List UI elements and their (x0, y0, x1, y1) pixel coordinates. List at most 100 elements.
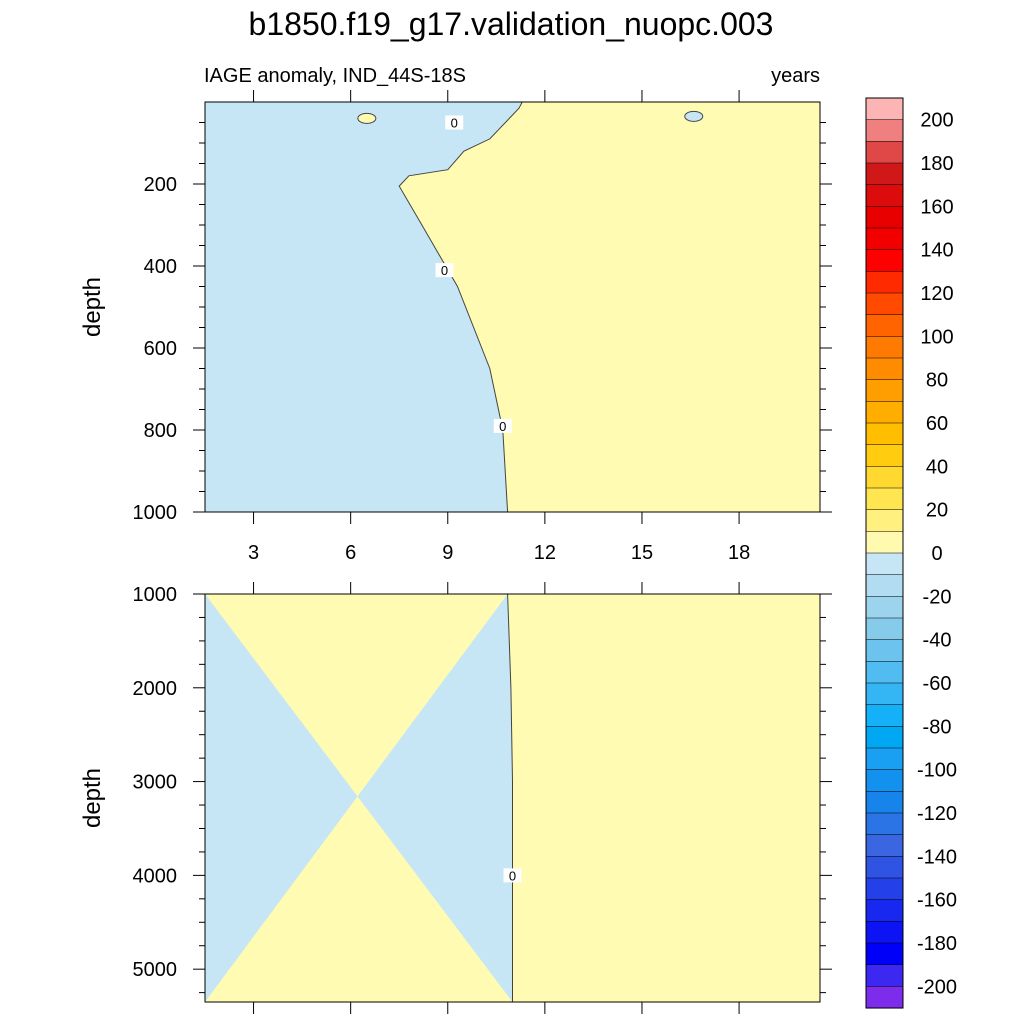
y-tick-label: 200 (144, 174, 177, 196)
colorbar-swatch (865, 769, 904, 792)
colorbar-label: -120 (917, 803, 957, 825)
colorbar-label: -100 (917, 760, 957, 782)
colorbar-swatch (865, 812, 904, 836)
panel-1: 0 0 0 200 400 600 800 1000 depth (79, 90, 832, 524)
y-axis-label: depth (79, 768, 106, 828)
colorbar-label: 40 (926, 456, 948, 478)
colorbar-swatch (865, 227, 904, 251)
colorbar-swatch (865, 617, 904, 641)
colorbar-swatch (865, 531, 904, 554)
colorbar-label: 120 (920, 283, 953, 305)
colorbar-label: 20 (926, 500, 948, 522)
x-tick-label: 18 (728, 542, 750, 564)
contour-island (684, 110, 704, 122)
colorbar-swatch (865, 249, 904, 272)
colorbar-swatch (865, 162, 904, 186)
zero-contour-line (507, 594, 513, 1002)
colorbar-label: 100 (920, 326, 953, 348)
colorbar-swatch (865, 964, 904, 987)
contour-label: 0 (441, 263, 448, 278)
contour-island (357, 112, 377, 124)
y-tick-label: 1000 (133, 502, 178, 524)
colorbar: 200180160140120100806040200-20-40-60-80-… (865, 97, 957, 1009)
contour-label-box (445, 115, 464, 130)
chart-title: b1850.f19_g17.validation_nuopc.003 (249, 6, 774, 42)
colorbar-swatch (865, 899, 904, 922)
colorbar-label: 140 (920, 240, 953, 262)
y-tick-label: 400 (144, 256, 177, 278)
negative-anomaly-region (205, 102, 523, 512)
colorbar-label: -20 (923, 586, 952, 608)
colorbar-swatch (865, 314, 904, 337)
contour-label-box (493, 418, 512, 433)
contour-label: 0 (451, 116, 458, 131)
y-tick-label: 600 (144, 338, 177, 360)
colorbar-label: -80 (923, 716, 952, 738)
colorbar-swatch (865, 184, 904, 207)
colorbar-swatch (865, 206, 904, 229)
colorbar-swatch (865, 942, 904, 966)
contour-label: 0 (509, 868, 516, 883)
colorbar-swatch (865, 834, 904, 857)
colorbar-swatch (865, 552, 904, 576)
colorbar-label: -200 (917, 976, 957, 998)
colorbar-swatch (865, 336, 904, 359)
plot-frame (204, 593, 821, 1003)
colorbar-label: 160 (920, 196, 953, 218)
units-label: years (771, 65, 820, 87)
colorbar-label: 80 (926, 370, 948, 392)
x-tick-label: 12 (534, 542, 556, 564)
contour-label-box (435, 263, 454, 278)
x-tick-label: 15 (631, 542, 653, 564)
y-axis-label: depth (79, 277, 106, 337)
y-tick-label: 4000 (133, 865, 178, 887)
panel-2: 0 1000 2000 3000 4000 5000 depth (79, 582, 832, 1014)
colorbar-swatch (865, 466, 904, 489)
colorbar-swatch (865, 509, 904, 532)
colorbar-swatch (865, 444, 904, 467)
colorbar-frame (865, 97, 904, 1009)
x-tick-label: 9 (442, 542, 453, 564)
colorbar-label: -180 (917, 933, 957, 955)
y-tick-label: 2000 (133, 678, 178, 700)
negative-anomaly-region (205, 594, 513, 1002)
y-tick-label: 800 (144, 420, 177, 442)
colorbar-swatch (865, 422, 904, 446)
zero-contour-line (398, 102, 523, 512)
y-tick-label: 3000 (133, 772, 178, 794)
colorbar-swatch (865, 791, 904, 814)
colorbar-swatch (865, 401, 904, 424)
colorbar-label: 180 (920, 153, 953, 175)
colorbar-swatch (865, 292, 904, 316)
colorbar-swatch (865, 704, 904, 727)
y-tick-label: 1000 (133, 584, 178, 606)
y-tick-label: 5000 (133, 959, 178, 981)
colorbar-swatch (865, 986, 904, 1009)
panels: 0 0 0 200 400 600 800 1000 depth 0 1000 2000 3000 400… (79, 90, 832, 1014)
colorbar-label: -40 (923, 630, 952, 652)
colorbar-swatch (865, 141, 904, 164)
colorbar-label: -60 (923, 673, 952, 695)
colorbar-swatch (865, 487, 904, 511)
colorbar-swatch (865, 574, 904, 597)
chart-left-subtitle: IAGE anomaly, IND_44S-18S (204, 65, 466, 87)
colorbar-swatch (865, 921, 904, 944)
colorbar-swatch (865, 726, 904, 749)
colorbar-label: 60 (926, 413, 948, 435)
colorbar-swatch (865, 639, 904, 662)
contour-label: 0 (499, 419, 506, 434)
contour-label-box (503, 868, 522, 883)
colorbar-swatch (865, 682, 904, 706)
colorbar-swatch (865, 661, 904, 684)
colorbar-swatch (865, 856, 904, 879)
colorbar-label: -160 (917, 890, 957, 912)
colorbar-label: -140 (917, 846, 957, 868)
colorbar-swatch (865, 877, 904, 901)
colorbar-label: 200 (920, 110, 953, 132)
x-tick-label: 6 (345, 542, 356, 564)
x-tick-label: 3 (248, 542, 259, 564)
colorbar-swatch (865, 357, 904, 381)
colorbar-swatch (865, 379, 904, 402)
colorbar-label: 0 (931, 543, 942, 565)
